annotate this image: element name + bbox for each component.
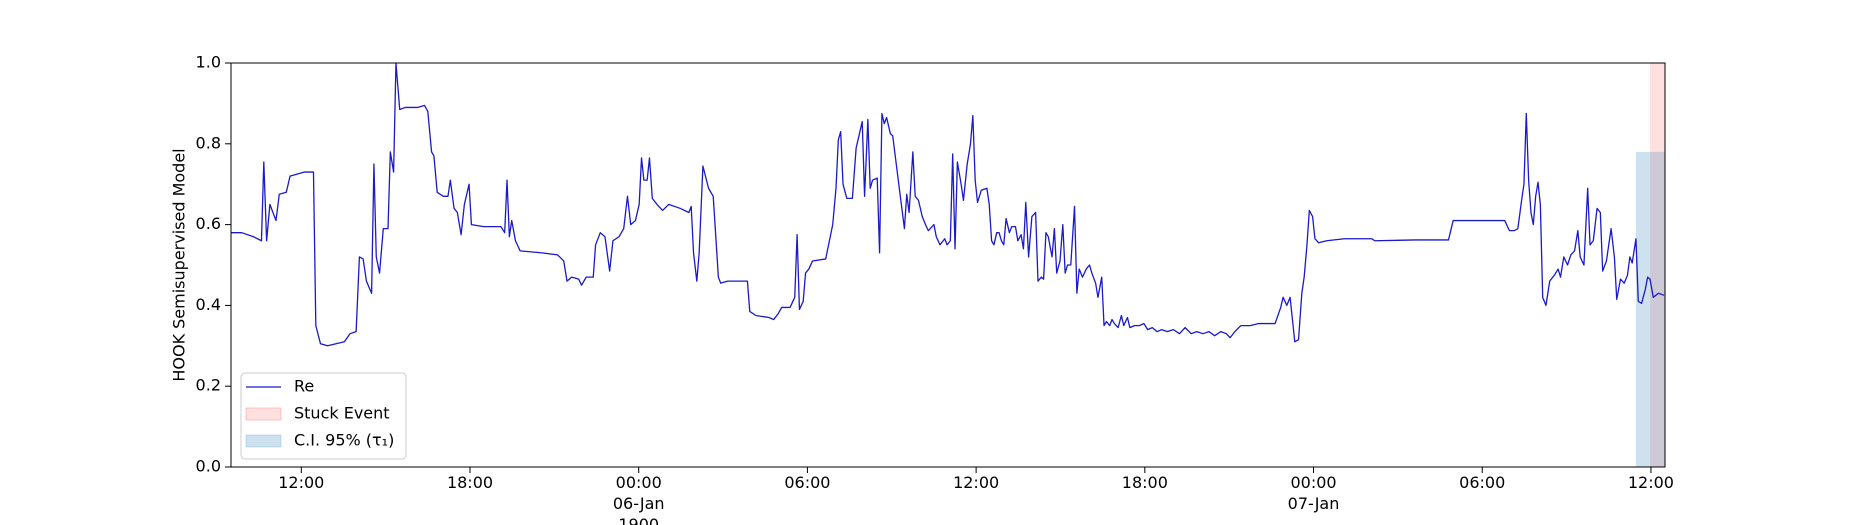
y-axis-label: HOOK Semisupervised Model [170, 148, 189, 381]
x-tick-label: 06:00 [784, 473, 830, 492]
x-tick-label: 12:00 [953, 473, 999, 492]
x-tick-label: 12:00 [1628, 473, 1674, 492]
y-tick-label: 0.2 [196, 376, 221, 395]
legend-label: C.I. 95% (τ₁) [294, 431, 394, 450]
data-line [231, 62, 1665, 347]
y-tick-label: 1.0 [196, 53, 221, 72]
x-tick-label: 18:00 [447, 473, 493, 492]
x-tick-label: 18:00 [1122, 473, 1168, 492]
legend-swatch [245, 407, 282, 421]
legend-label: Stuck Event [294, 404, 390, 423]
y-tick-label: 0.6 [196, 214, 221, 233]
x-tick-label: 06:00 [1459, 473, 1505, 492]
shaded-span [1635, 151, 1665, 467]
shaded-span [1650, 63, 1665, 467]
x-tick-label: 00:00 07-Jan [1288, 473, 1340, 513]
plot-frame [230, 62, 1666, 468]
legend-label: Re [294, 377, 314, 396]
legend-box [240, 372, 407, 460]
y-tick-label: 0.8 [196, 133, 221, 152]
x-tick-label: 00:00 06-Jan 1900 [613, 473, 665, 525]
y-tick-label: 0.0 [196, 457, 221, 476]
legend-swatch [245, 434, 282, 448]
y-tick-label: 0.4 [196, 295, 221, 314]
x-tick-label: 12:00 [278, 473, 324, 492]
